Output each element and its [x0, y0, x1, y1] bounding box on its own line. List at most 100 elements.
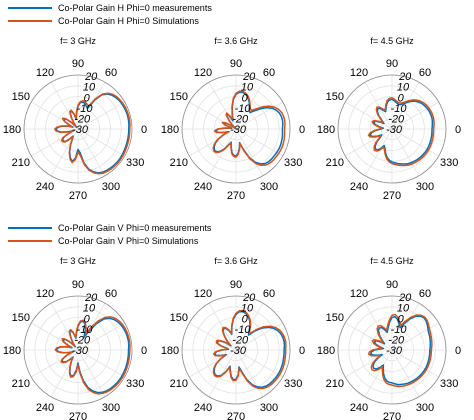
angle-tick-label: 270 — [227, 411, 245, 420]
grid-spoke — [391, 322, 439, 351]
grid-spoke — [364, 128, 393, 176]
plot-frame — [181, 74, 291, 184]
radial-tick-label: -10 — [235, 324, 252, 336]
grid-spoke — [391, 128, 420, 176]
angle-tick-label: 0 — [455, 345, 461, 357]
radial-tick-label: -30 — [230, 124, 247, 136]
grid-spoke — [208, 128, 237, 176]
grid-spoke — [31, 322, 79, 351]
radial-tick-label: -30 — [386, 345, 403, 357]
angle-tick-label: 270 — [69, 411, 87, 420]
grid-spoke — [208, 82, 237, 130]
legend: Co-Polar Gain V Phi=0 measurements Co-Pol… — [8, 223, 212, 246]
simulation-trace — [367, 96, 435, 167]
simulation-trace — [54, 316, 131, 395]
radial-tick-label: 0 — [242, 92, 249, 104]
angle-tick-label: 120 — [36, 288, 54, 300]
legend: Co-Polar Gain H Phi=0 measurements Co-Pol… — [8, 3, 212, 26]
angle-tick-label: 270 — [69, 190, 87, 202]
grid-spoke — [189, 322, 237, 351]
angle-tick-label: 60 — [419, 67, 431, 79]
angle-tick-label: 330 — [126, 378, 144, 390]
grid-spoke — [345, 349, 393, 378]
grid-spoke — [189, 128, 237, 157]
grid-spoke — [31, 349, 79, 378]
radial-tick-label: 20 — [84, 71, 98, 83]
radial-tick-label: 20 — [242, 71, 256, 83]
angle-tick-label: 180 — [161, 345, 179, 357]
plot-frame — [337, 295, 447, 405]
angle-tick-label: 60 — [263, 67, 275, 79]
radial-tick-label: -20 — [74, 334, 91, 346]
angle-tick-label: 0 — [141, 124, 147, 136]
angle-tick-label: 300 — [260, 402, 278, 414]
radial-tick-label: -30 — [72, 124, 89, 136]
radial-tick-label: 10 — [397, 82, 410, 94]
radial-tick-label: -30 — [230, 345, 247, 357]
radial-tick-label: -20 — [388, 334, 405, 346]
plot-frame — [181, 295, 291, 405]
angle-tick-label: 210 — [12, 157, 30, 169]
radial-tick-label: 20 — [242, 292, 256, 304]
plot-frame — [337, 74, 447, 184]
angle-tick-label: 270 — [227, 190, 245, 202]
angle-tick-label: 240 — [350, 181, 368, 193]
angle-tick-label: 210 — [12, 378, 30, 390]
angle-tick-label: 0 — [141, 345, 147, 357]
radial-tick-label: -20 — [74, 113, 91, 125]
angle-tick-label: 150 — [170, 91, 188, 103]
angle-tick-label: 120 — [194, 288, 212, 300]
angle-tick-label: 150 — [12, 91, 30, 103]
radial-tick-label: -10 — [391, 103, 408, 115]
angle-tick-label: 330 — [440, 378, 458, 390]
simulation-trace — [54, 92, 131, 175]
angle-tick-label: 180 — [161, 124, 179, 136]
plot-frame — [23, 295, 133, 405]
angle-tick-label: 240 — [194, 402, 212, 414]
angle-tick-label: 120 — [36, 67, 54, 79]
angle-tick-label: 60 — [263, 288, 275, 300]
grid-spoke — [345, 322, 393, 351]
radial-tick-label: -20 — [232, 113, 249, 125]
grid-spoke — [77, 101, 125, 130]
grid-spoke — [345, 128, 393, 157]
angle-tick-label: 0 — [455, 124, 461, 136]
grid-spoke — [391, 82, 420, 130]
angle-tick-label: 90 — [386, 279, 398, 291]
angle-tick-label: 240 — [350, 402, 368, 414]
radial-tick-label: 10 — [397, 303, 410, 315]
plot-title: f= 3 GHz — [60, 256, 96, 266]
grid-spoke — [77, 322, 125, 351]
simulation-trace — [212, 90, 286, 167]
radial-tick-label: 20 — [398, 292, 412, 304]
angle-tick-label: 90 — [386, 58, 398, 70]
radial-tick-label: 10 — [241, 303, 254, 315]
grid-spoke — [391, 101, 439, 130]
angle-tick-label: 90 — [72, 58, 84, 70]
grid-spoke — [77, 128, 106, 176]
angle-tick-label: 270 — [383, 190, 401, 202]
grid-spoke — [235, 101, 283, 130]
angle-tick-label: 180 — [3, 345, 21, 357]
angle-tick-label: 150 — [12, 312, 30, 324]
angle-tick-label: 150 — [170, 312, 188, 324]
grid-spoke — [391, 303, 420, 351]
plot-frame — [23, 74, 133, 184]
grid-spoke — [77, 82, 106, 130]
radial-tick-label: 0 — [84, 313, 91, 325]
angle-tick-label: 300 — [102, 181, 120, 193]
angle-tick-label: 270 — [383, 411, 401, 420]
angle-tick-label: 90 — [72, 279, 84, 291]
angle-tick-label: 90 — [230, 58, 242, 70]
angle-tick-label: 180 — [3, 124, 21, 136]
grid-spoke — [235, 349, 283, 378]
angle-tick-label: 60 — [419, 288, 431, 300]
grid-spoke — [77, 349, 125, 378]
legend-label: Co-Polar Gain H Phi=0 Simulations — [58, 16, 199, 26]
angle-tick-label: 210 — [170, 157, 188, 169]
